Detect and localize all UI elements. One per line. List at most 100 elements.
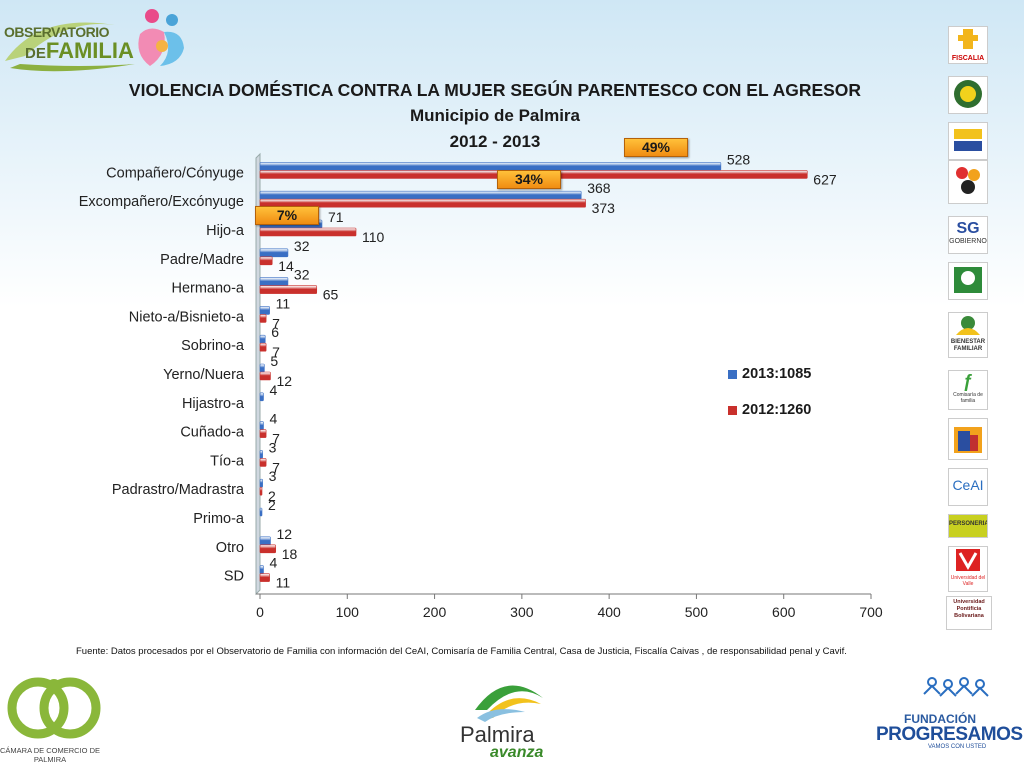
- fiscalia-text: FISCALIA: [951, 55, 985, 62]
- bienestar-icon: [956, 316, 980, 335]
- casa-justicia-logo: [948, 418, 988, 460]
- palmira-text: Palmira: [460, 722, 535, 747]
- category-label: Tío-a: [210, 453, 245, 469]
- upb-text: Universidad Pontificia Bolivariana: [953, 599, 985, 619]
- x-tick-label: 0: [256, 604, 264, 620]
- univalle-icon: [956, 549, 980, 571]
- data-label: 14: [278, 258, 294, 274]
- data-label: 4: [269, 555, 277, 571]
- data-label: 12: [276, 526, 292, 542]
- ceai-text: CeAI: [952, 477, 984, 493]
- data-label: 11: [276, 575, 291, 591]
- data-label: 7: [272, 431, 280, 447]
- x-tick-label: 300: [510, 604, 534, 620]
- legend-item-2013: 2013:1085: [728, 366, 811, 382]
- source-note: Fuente: Datos procesados por el Observat…: [76, 646, 847, 657]
- category-label: Padre/Madre: [160, 252, 244, 268]
- legend-label-2013: 2013:1085: [742, 366, 812, 382]
- univalle-text: Universidad del Valle: [950, 575, 986, 587]
- category-label: Yerno/Nuera: [163, 367, 245, 383]
- camara-comercio-text: CÁMARA DE COMERCIO DE PALMIRA: [0, 746, 101, 764]
- data-label: 2: [268, 488, 276, 504]
- data-label: 3: [269, 439, 277, 455]
- logo-text-observatorio: OBSERVATORIO: [4, 24, 109, 40]
- bar-2013: [259, 334, 266, 344]
- data-label: 110: [362, 229, 385, 245]
- chart-subtitle: Municipio de Palmira: [409, 106, 581, 125]
- bar-2013: [259, 536, 271, 546]
- category-label: Hijastro-a: [182, 396, 245, 412]
- bar-2013: [259, 478, 263, 488]
- fiscalia-logo: FISCALIA: [948, 26, 988, 64]
- secretaria-logo: [948, 160, 988, 204]
- data-label: 12: [276, 373, 292, 389]
- progresamos-name: PROGRESAMOS: [876, 724, 1023, 745]
- casa-justicia-icon: [954, 427, 982, 453]
- bar-2013: [259, 392, 264, 402]
- data-label: 7: [272, 344, 280, 360]
- gobierno-text: GOBIERNO: [949, 238, 987, 245]
- data-label: 627: [813, 171, 837, 187]
- bar-2013: [259, 277, 289, 286]
- x-tick-label: 600: [772, 604, 796, 620]
- people-icon: [956, 167, 980, 194]
- bar-2013: [259, 306, 270, 315]
- policia-shield-icon: [954, 80, 982, 108]
- data-label: 18: [282, 546, 298, 562]
- comisaria-text: Comisaría de familia: [953, 392, 983, 404]
- data-label: 32: [294, 267, 310, 283]
- x-tick-label: 100: [336, 604, 360, 620]
- gobierno-emblem-icon: SG: [956, 220, 980, 237]
- data-label: 71: [328, 209, 344, 225]
- pct-callout-49: 49%: [624, 138, 688, 157]
- progresamos-fundacion: FUNDACIÓN: [904, 712, 976, 726]
- palmira-slogan: avanza: [490, 744, 544, 761]
- data-label: 6: [271, 324, 279, 340]
- category-label: Nieto-a/Bisnieto-a: [129, 309, 245, 325]
- pct-callout-7: 7%: [255, 206, 319, 225]
- logo-text-familia: DEFAMILIA: [25, 38, 134, 64]
- axis-wall: [255, 152, 261, 596]
- category-label: Hermano-a: [171, 281, 244, 297]
- fiscalia-emblem-icon: [958, 29, 978, 49]
- bar-2013: [259, 565, 264, 574]
- bar-2012: [259, 486, 263, 496]
- personeria-text: PERSONERIA: [949, 521, 988, 527]
- x-tick-label: 400: [597, 604, 621, 620]
- upb-logo: Universidad Pontificia Bolivariana: [946, 596, 992, 630]
- progresamos-people-icon: [923, 677, 989, 697]
- data-label: 7: [272, 459, 280, 475]
- observatorio-logo: OBSERVATORIO DEFAMILIA: [0, 0, 200, 80]
- bar-2013: [259, 190, 582, 200]
- category-label: Hijo-a: [206, 223, 245, 239]
- comisaria-emblem-icon: ƒ: [962, 371, 973, 391]
- data-label: 65: [323, 287, 339, 303]
- bar-2012: [259, 285, 318, 294]
- policia-logo: [948, 76, 988, 114]
- data-label: 528: [727, 151, 751, 167]
- bar-2012: [259, 342, 267, 352]
- bar-2012: [259, 256, 273, 266]
- bar-2012: [259, 198, 586, 208]
- legend-item-2012: 2012:1260: [728, 402, 811, 418]
- bar-2012: [259, 458, 267, 467]
- logo-swoosh-icon: [5, 22, 135, 72]
- logo-text-main: FAMILIA: [45, 38, 134, 63]
- data-label: 368: [587, 180, 611, 196]
- bar-2013: [259, 363, 265, 373]
- category-label: Sobrino-a: [181, 338, 245, 354]
- x-tick-label: 200: [423, 604, 447, 620]
- camara-comercio-icon: [7, 677, 101, 739]
- bar-2013: [259, 248, 289, 258]
- bienestar-text: BIENESTAR FAMILIAR: [950, 339, 986, 352]
- x-tick-label: 700: [859, 604, 883, 620]
- data-label: 3: [269, 468, 277, 484]
- category-label: Otro: [216, 540, 244, 556]
- data-label: 4: [269, 411, 277, 427]
- category-label: SD: [224, 569, 244, 585]
- logo-text-de: DE: [25, 45, 46, 62]
- family-icon: [138, 9, 184, 67]
- bar-2013: [259, 450, 263, 459]
- bienestar-familiar-logo: BIENESTAR FAMILIAR: [948, 312, 988, 358]
- pct-callout-34: 34%: [497, 170, 561, 189]
